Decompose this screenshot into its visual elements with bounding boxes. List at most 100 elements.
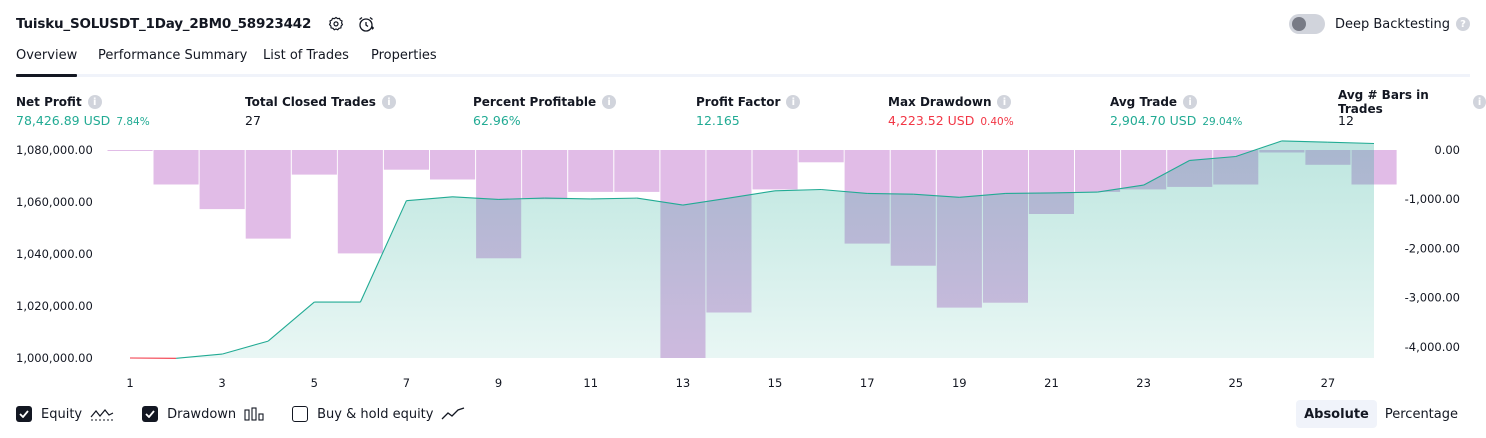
- right-axis-tick: -2,000.00: [1405, 242, 1460, 256]
- info-icon[interactable]: i: [602, 95, 617, 109]
- info-icon[interactable]: i: [786, 95, 801, 109]
- stat-value: 12: [1338, 113, 1354, 128]
- buy-hold-line-icon: [441, 407, 465, 421]
- buy-hold-checkbox[interactable]: [292, 406, 309, 422]
- drawdown-bar: [430, 150, 476, 180]
- strategy-name: Tuisku_SOLUSDT_1Day_2BM0_58923442: [16, 16, 312, 32]
- drawdown-bar: [798, 150, 844, 163]
- stat-label: Total Closed Trades: [245, 95, 376, 109]
- drawdown-bar: [568, 150, 614, 192]
- left-axis-tick: 1,000,000.00: [16, 351, 93, 365]
- left-axis-tick: 1,040,000.00: [16, 247, 93, 261]
- drawdown-bar: [245, 150, 291, 239]
- equity-line-segment: [636, 197, 683, 206]
- right-axis-tick: 0.00: [1434, 143, 1460, 157]
- x-axis-tick: 11: [583, 376, 598, 390]
- stat-label: Profit Factor: [696, 95, 781, 109]
- equity-line-segment: [913, 193, 960, 198]
- stat-max-drawdown: Max Drawdown i 4,223.52 USD 0.40%: [888, 94, 1014, 128]
- equity-line-segment: [1005, 192, 1052, 194]
- equity-line-segment: [1327, 141, 1375, 145]
- settings-gear-icon[interactable]: [325, 13, 347, 35]
- tab-overview[interactable]: Overview: [16, 48, 78, 77]
- equity-line-segment: [498, 197, 545, 200]
- stat-value: 2,904.70 USD: [1110, 113, 1197, 128]
- info-icon[interactable]: i: [1473, 95, 1486, 109]
- stat-label: Max Drawdown: [888, 95, 992, 109]
- info-icon[interactable]: i: [997, 95, 1012, 109]
- stat-avg-bars-in-trades: Avg # Bars in Trades i 12: [1338, 88, 1486, 128]
- info-icon[interactable]: i: [381, 95, 396, 109]
- equity-line-segment: [728, 190, 776, 199]
- help-icon[interactable]: ?: [1456, 17, 1470, 31]
- drawdown-bar: [1075, 150, 1121, 192]
- x-axis-tick: 25: [1228, 376, 1243, 390]
- x-axis-tick: 19: [952, 376, 967, 390]
- stat-percent-profitable: Percent Profitable i 62.96%: [473, 94, 617, 128]
- equity-line-segment: [406, 196, 453, 202]
- drawdown-bar: [291, 150, 337, 175]
- equity-line-segment: [359, 200, 407, 303]
- left-axis-tick: 1,020,000.00: [16, 299, 93, 313]
- stat-profit-factor: Profit Factor i 12.165: [696, 94, 801, 128]
- equity-line-segment: [1235, 140, 1283, 158]
- stat-percent: 7.84%: [116, 116, 150, 128]
- equity-line-segment: [267, 301, 315, 342]
- drawdown-bar: [153, 150, 199, 185]
- stat-total-closed-trades: Total Closed Trades i 27: [245, 94, 396, 128]
- stat-value: 27: [245, 113, 261, 128]
- equity-line-segment: [821, 188, 868, 194]
- right-axis-tick: -4,000.00: [1405, 340, 1460, 354]
- stat-value: 62.96%: [473, 113, 521, 128]
- deep-backtesting-label: Deep Backtesting: [1334, 16, 1450, 32]
- equity-line-segment: [1281, 140, 1328, 143]
- equity-area: [130, 140, 1374, 359]
- equity-line-segment: [867, 192, 914, 195]
- x-axis-tick: 1: [126, 376, 133, 390]
- stat-value: 12.165: [696, 113, 740, 128]
- equity-line-segment: [682, 197, 730, 206]
- equity-line-segment: [176, 353, 223, 359]
- percentage-button[interactable]: Percentage: [1384, 406, 1458, 422]
- stat-value: 4,223.52 USD: [888, 113, 975, 128]
- left-axis-tick: 1,060,000.00: [16, 195, 93, 209]
- add-alert-clock-icon[interactable]: [355, 13, 377, 35]
- equity-line-icon: [90, 407, 114, 421]
- equity-line-segment: [959, 192, 1006, 198]
- equity-line-segment: [590, 197, 637, 200]
- legend-equity[interactable]: Equity: [16, 406, 114, 422]
- legend-drawdown[interactable]: Drawdown: [142, 406, 264, 422]
- equity-checkbox[interactable]: [16, 406, 32, 422]
- equity-line-segment: [1051, 191, 1098, 194]
- left-axis-tick: 1,080,000.00: [16, 143, 93, 157]
- stat-label: Avg Trade: [1110, 95, 1178, 109]
- report-tabs: Overview Performance Summary List of Tra…: [16, 44, 1470, 77]
- stat-percent: 29.04%: [1202, 116, 1243, 128]
- tab-list-of-trades[interactable]: List of Trades: [263, 48, 349, 63]
- equity-line-segment: [1143, 159, 1190, 186]
- drawdown-bar: [752, 150, 798, 190]
- equity-label: Equity: [41, 406, 83, 422]
- absolute-button[interactable]: Absolute: [1296, 400, 1377, 428]
- drawdown-bar: [522, 150, 568, 200]
- equity-line-segment: [1189, 155, 1236, 161]
- equity-line-segment: [221, 340, 269, 355]
- stat-label: Percent Profitable: [473, 95, 597, 109]
- deep-backtesting-control: Deep Backtesting ?: [1288, 12, 1470, 36]
- deep-backtesting-toggle[interactable]: [1288, 14, 1325, 34]
- x-axis-tick: 7: [403, 376, 410, 390]
- info-icon[interactable]: i: [87, 95, 102, 109]
- stat-percent: 0.40%: [980, 116, 1014, 128]
- tab-performance-summary[interactable]: Performance Summary: [98, 48, 248, 63]
- drawdown-checkbox[interactable]: [142, 406, 159, 422]
- x-axis-tick: 21: [1044, 376, 1059, 390]
- tab-properties[interactable]: Properties: [371, 48, 437, 63]
- right-axis-tick: -1,000.00: [1405, 192, 1460, 206]
- info-icon[interactable]: i: [1183, 95, 1198, 109]
- stat-label: Avg # Bars in Trades: [1338, 88, 1429, 116]
- x-axis-tick: 27: [1321, 376, 1336, 390]
- scale-mode-switch: Absolute Percentage: [1296, 400, 1466, 428]
- legend-buy-hold-equity[interactable]: Buy & hold equity: [292, 406, 465, 422]
- stat-label: Net Profit: [16, 95, 82, 109]
- x-axis-tick: 3: [218, 376, 225, 390]
